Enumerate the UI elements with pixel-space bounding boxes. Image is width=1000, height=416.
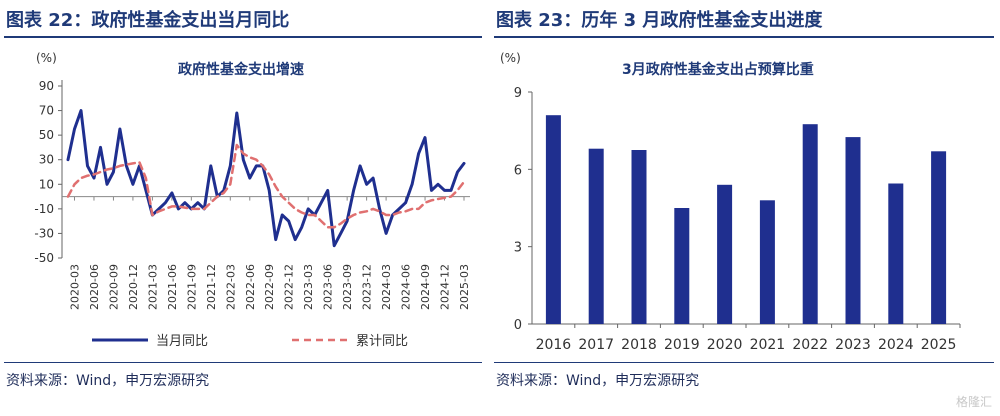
- y-tick-label: 70: [39, 104, 54, 118]
- legend-label-cumulative: 累计同比: [356, 334, 408, 349]
- left-source-note: 资料来源：Wind，申万宏源研究: [6, 373, 210, 389]
- x-tick-label: 2021-12: [205, 264, 218, 310]
- left-bottom-rule: [4, 362, 482, 363]
- bar: [717, 184, 733, 324]
- bar: [888, 183, 904, 324]
- watermark: 格隆汇: [955, 395, 992, 409]
- right-title-rule: [494, 36, 994, 38]
- x-tick-label: 2017: [578, 337, 614, 353]
- x-tick-label: 2020-06: [88, 264, 101, 310]
- right-source-note: 资料来源：Wind，申万宏源研究: [496, 373, 700, 389]
- x-tick-label: 2023-03: [302, 264, 315, 310]
- bar-chart-y-unit: (%): [500, 51, 521, 65]
- x-tick-label: 2022: [792, 337, 828, 353]
- y-tick-label: 90: [39, 79, 54, 93]
- x-tick-label: 2024-09: [419, 264, 432, 310]
- x-tick-label: 2021-09: [185, 264, 198, 310]
- x-tick-label: 2020-09: [107, 264, 120, 310]
- x-tick-label: 2025: [921, 337, 957, 353]
- bar: [931, 151, 947, 324]
- x-tick-label: 2020-12: [127, 264, 140, 310]
- x-tick-label: 2022-09: [263, 264, 276, 310]
- x-tick-label: 2022-06: [244, 264, 257, 310]
- x-tick-label: 2022-12: [283, 264, 296, 310]
- x-tick-label: 2024-03: [380, 264, 393, 310]
- x-tick-label: 2023-06: [322, 264, 335, 310]
- y-tick-label: 9: [514, 86, 522, 101]
- bar: [631, 150, 647, 324]
- bar: [802, 124, 818, 324]
- x-tick-label: 2022-03: [224, 264, 237, 310]
- bar: [759, 200, 775, 324]
- y-tick-label: 6: [514, 163, 522, 178]
- bar: [845, 137, 861, 324]
- x-tick-label: 2019: [664, 337, 700, 353]
- left-title-rule: [4, 36, 482, 38]
- y-tick-label: 30: [39, 153, 54, 167]
- bar-chart-title: 3月政府性基金支出占预算比重: [622, 61, 814, 78]
- x-tick-label: 2023-09: [341, 264, 354, 310]
- right-figure-title: 图表 23：历年 3 月政府性基金支出进度: [496, 10, 823, 31]
- line-chart: 政府性基金支出增速 (%) -50 -30 -10 10 30 50 70 90 2020-03 20…: [34, 51, 471, 349]
- y-tick-label: 3: [514, 241, 522, 256]
- x-tick-label: 2024: [878, 337, 914, 353]
- x-tick-label: 2024-12: [439, 264, 452, 310]
- x-tick-label: 2024-06: [400, 264, 413, 310]
- y-tick-label: -10: [34, 202, 54, 216]
- legend-label-monthly: 当月同比: [156, 334, 208, 349]
- right-bottom-rule: [494, 362, 994, 363]
- x-tick-label: 2021-03: [146, 264, 159, 310]
- x-tick-label: 2021-06: [166, 264, 179, 310]
- line-chart-title: 政府性基金支出增速: [178, 61, 304, 78]
- bar: [545, 115, 561, 324]
- y-tick-label: 50: [39, 128, 54, 142]
- right-figure-panel: 图表 23：历年 3 月政府性基金支出进度 3月政府性基金支出占预算比重 (%) 0…: [490, 0, 1000, 416]
- bar-chart: 3月政府性基金支出占预算比重 (%) 0 3 6 9 2016 2017 2018 2019 202…: [500, 51, 961, 353]
- line-chart-y-unit: (%): [36, 51, 57, 65]
- x-tick-label: 2021: [750, 337, 786, 353]
- y-tick-label: 10: [39, 177, 54, 191]
- x-tick-label: 2023: [835, 337, 871, 353]
- x-tick-label: 2016: [536, 337, 572, 353]
- left-figure-title: 图表 22：政府性基金支出当月同比: [6, 10, 290, 31]
- x-tick-label: 2023-12: [361, 264, 374, 310]
- series-line-cumulative-yoy: [66, 143, 466, 229]
- y-tick-label: 0: [514, 318, 522, 333]
- x-tick-label: 2020-03: [68, 264, 81, 310]
- series-line-monthly-yoy: [66, 109, 466, 248]
- y-tick-label: -50: [34, 251, 54, 265]
- x-tick-label: 2020: [707, 337, 743, 353]
- y-tick-label: -30: [34, 226, 54, 240]
- left-figure-panel: 图表 22：政府性基金支出当月同比 政府性基金支出增速 (%) -50 -30 -10 1…: [0, 0, 486, 416]
- bar: [588, 148, 604, 324]
- x-tick-label: 2018: [621, 337, 657, 353]
- x-tick-label: 2025-03: [458, 264, 471, 310]
- bar: [674, 208, 690, 324]
